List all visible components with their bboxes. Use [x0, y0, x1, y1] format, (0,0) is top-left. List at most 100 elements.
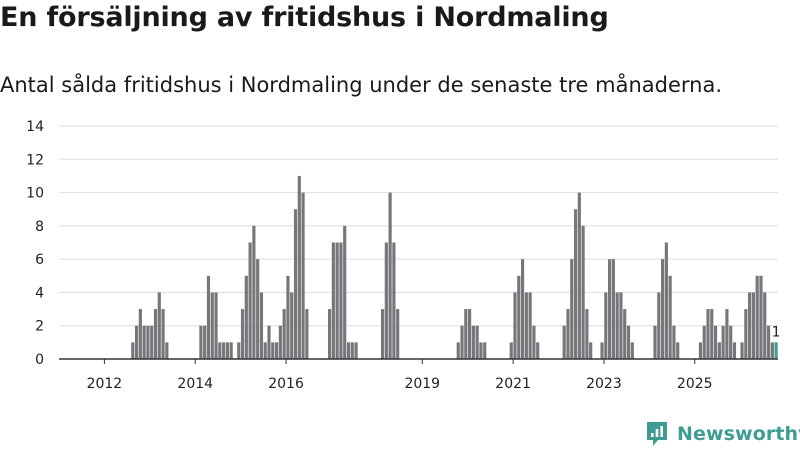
bar — [210, 292, 214, 359]
bar — [157, 292, 161, 359]
x-tick-label: 2016 — [268, 376, 304, 392]
bar — [460, 325, 464, 359]
bar — [134, 325, 139, 359]
bar — [676, 342, 680, 359]
bar — [770, 342, 774, 359]
bar — [653, 325, 657, 359]
bar — [467, 309, 472, 359]
bar — [566, 309, 570, 359]
bar — [271, 342, 275, 359]
bar — [562, 325, 566, 359]
bar — [706, 309, 710, 359]
newsworthy-logo-text: Newsworthy — [677, 423, 800, 445]
bar — [585, 309, 589, 359]
bar — [331, 242, 335, 359]
bar — [259, 292, 264, 359]
bar — [630, 342, 634, 359]
bar — [524, 292, 528, 359]
x-tick-label: 2012 — [87, 376, 123, 392]
bar — [532, 325, 536, 359]
bar — [479, 342, 483, 359]
bar — [286, 275, 290, 359]
bar — [740, 342, 744, 359]
bar — [729, 325, 733, 359]
bar — [517, 275, 521, 359]
bar — [581, 225, 585, 359]
bar — [619, 292, 623, 359]
bar — [237, 342, 241, 359]
y-tick-label: 4 — [35, 285, 44, 301]
bar — [244, 275, 248, 359]
newsworthy-logo: Newsworthy — [645, 419, 800, 449]
newsworthy-logo-icon — [647, 422, 667, 446]
bar — [248, 242, 252, 359]
bar — [657, 292, 661, 359]
bar — [131, 342, 135, 359]
bar — [350, 342, 354, 359]
bar — [513, 292, 517, 359]
bar — [256, 259, 260, 359]
bar — [150, 325, 154, 359]
y-tick-label: 12 — [26, 152, 44, 168]
bar — [725, 309, 729, 359]
bar — [710, 309, 714, 359]
bar — [471, 325, 475, 359]
bar — [456, 342, 460, 359]
y-tick-label: 10 — [26, 186, 44, 202]
bar — [732, 342, 737, 359]
bar — [577, 192, 581, 359]
y-tick-label: 2 — [35, 319, 44, 335]
bar — [388, 192, 392, 359]
bar — [263, 342, 267, 359]
bar — [748, 292, 752, 359]
bar — [339, 242, 343, 359]
bar — [229, 342, 233, 359]
bar — [483, 342, 487, 359]
x-tick-label: 2023 — [586, 376, 622, 392]
bar — [755, 275, 759, 359]
bar — [142, 325, 146, 359]
bar — [672, 325, 676, 359]
bar — [138, 309, 142, 359]
bar — [297, 175, 301, 359]
bar — [335, 242, 339, 359]
bar — [744, 309, 748, 359]
bar — [464, 309, 468, 359]
x-tick-label: 2014 — [177, 376, 213, 392]
bar — [660, 259, 665, 359]
bar — [305, 309, 309, 359]
bar — [608, 259, 612, 359]
x-tick-label: 2019 — [404, 376, 440, 392]
bar — [668, 275, 672, 359]
bar — [396, 309, 400, 359]
bar — [589, 342, 593, 359]
bar — [153, 309, 158, 359]
bar — [290, 292, 294, 359]
bar — [293, 209, 298, 359]
bar — [475, 325, 479, 359]
bar — [343, 225, 347, 359]
chart-title: En försäljning av fritidshus i Nordmalin… — [0, 2, 609, 33]
bar — [766, 325, 771, 359]
bar — [600, 342, 604, 359]
bar — [664, 242, 668, 359]
last-value-annotation: 1 — [772, 324, 781, 340]
bar — [278, 325, 282, 359]
bar — [763, 292, 767, 359]
bar — [218, 342, 222, 359]
bar — [146, 325, 150, 359]
bar — [611, 259, 615, 359]
bar — [520, 259, 525, 359]
bar — [222, 342, 226, 359]
bar — [275, 342, 279, 359]
bar — [717, 342, 721, 359]
bar — [536, 342, 540, 359]
bar — [528, 292, 532, 359]
y-tick-label: 8 — [35, 219, 44, 235]
bar — [240, 309, 245, 359]
bar — [573, 209, 578, 359]
bar — [225, 342, 229, 359]
bar — [751, 292, 755, 359]
bar — [721, 325, 725, 359]
bar — [206, 275, 211, 359]
